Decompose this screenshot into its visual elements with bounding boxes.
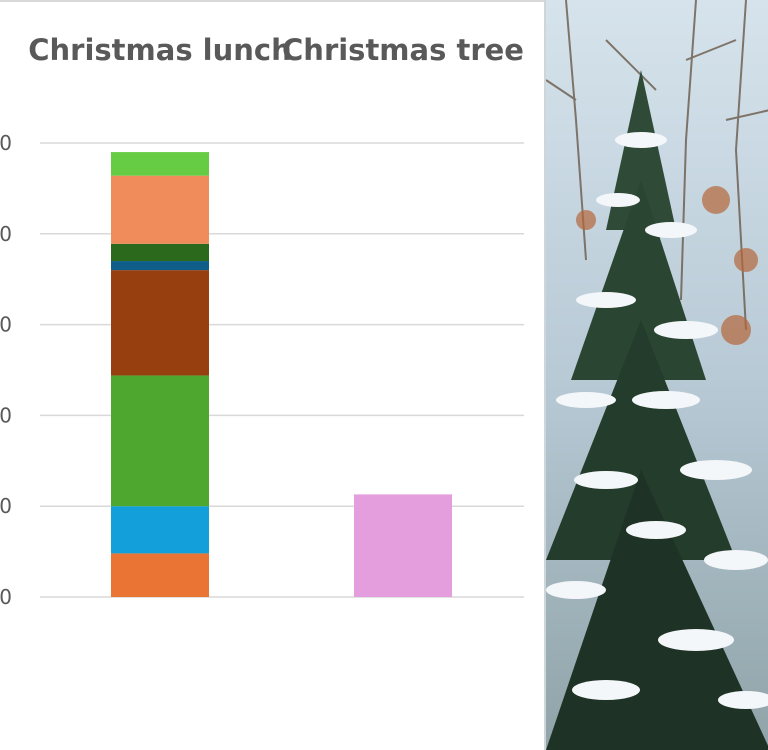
y-tick-label: 0 [0,222,12,246]
bar-segment [111,243,209,262]
bar-segment [111,270,209,376]
category-title: Christmas tree [282,33,524,67]
bar-segment [111,375,209,507]
bar-segment [111,506,209,554]
bar-segment [354,494,452,597]
y-tick-label: 0 [0,313,12,337]
chart-panel: 0 0 0 0 0 0 Christmas lunch Christmas tree [0,0,544,609]
y-tick-label: 0 [0,494,12,518]
bar-segment [111,152,209,176]
category-title: Christmas lunch [28,33,292,67]
y-tick-label: 0 [0,131,12,155]
bar-segment [111,261,209,271]
y-tick-label: 0 [0,585,12,609]
snowy-pine-tree-photo [544,0,768,750]
bar-segment [111,175,209,244]
bar-segment [111,553,209,597]
y-tick-label: 0 [0,403,12,427]
